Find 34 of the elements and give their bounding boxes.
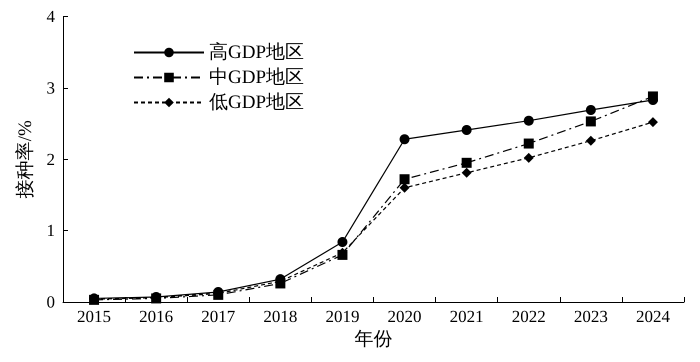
- x-tick-label: 2018: [263, 307, 298, 326]
- x-axis-title: 年份: [354, 329, 392, 350]
- point: [524, 152, 534, 163]
- y-tick-label: 1: [46, 221, 55, 240]
- legend-label: 高GDP地区: [209, 41, 304, 63]
- legend-label: 低GDP地区: [209, 92, 304, 113]
- point: [400, 134, 410, 144]
- y-tick-label: 3: [46, 78, 55, 98]
- point: [462, 168, 472, 178]
- x-tick-label: 2015: [77, 307, 112, 326]
- y-tick-label: 2: [46, 150, 55, 169]
- point: [462, 124, 472, 135]
- x-tick-label: 2023: [574, 307, 608, 326]
- y-tick-label: 4: [46, 7, 56, 26]
- y-axis-title: 接种率/%: [14, 120, 36, 198]
- x-tick-label: 2019: [325, 307, 360, 326]
- point: [337, 237, 348, 248]
- point: [400, 174, 410, 184]
- x-tick-label: 2020: [388, 307, 422, 326]
- x-tick-label: 2021: [450, 307, 484, 326]
- x-tick-label: 2022: [512, 307, 546, 326]
- point: [524, 116, 534, 126]
- point: [586, 105, 596, 115]
- x-tick-label: 2017: [201, 307, 236, 326]
- y-tick-label: 0: [46, 292, 55, 312]
- point: [524, 138, 534, 149]
- x-tick-label: 2016: [139, 307, 174, 326]
- x-tick-label: 2024: [636, 307, 670, 326]
- point: [586, 116, 596, 126]
- legend-label: 中GDP地区: [209, 67, 304, 88]
- point: [586, 136, 596, 146]
- point: [400, 182, 410, 193]
- point: [648, 117, 658, 128]
- point: [462, 158, 472, 168]
